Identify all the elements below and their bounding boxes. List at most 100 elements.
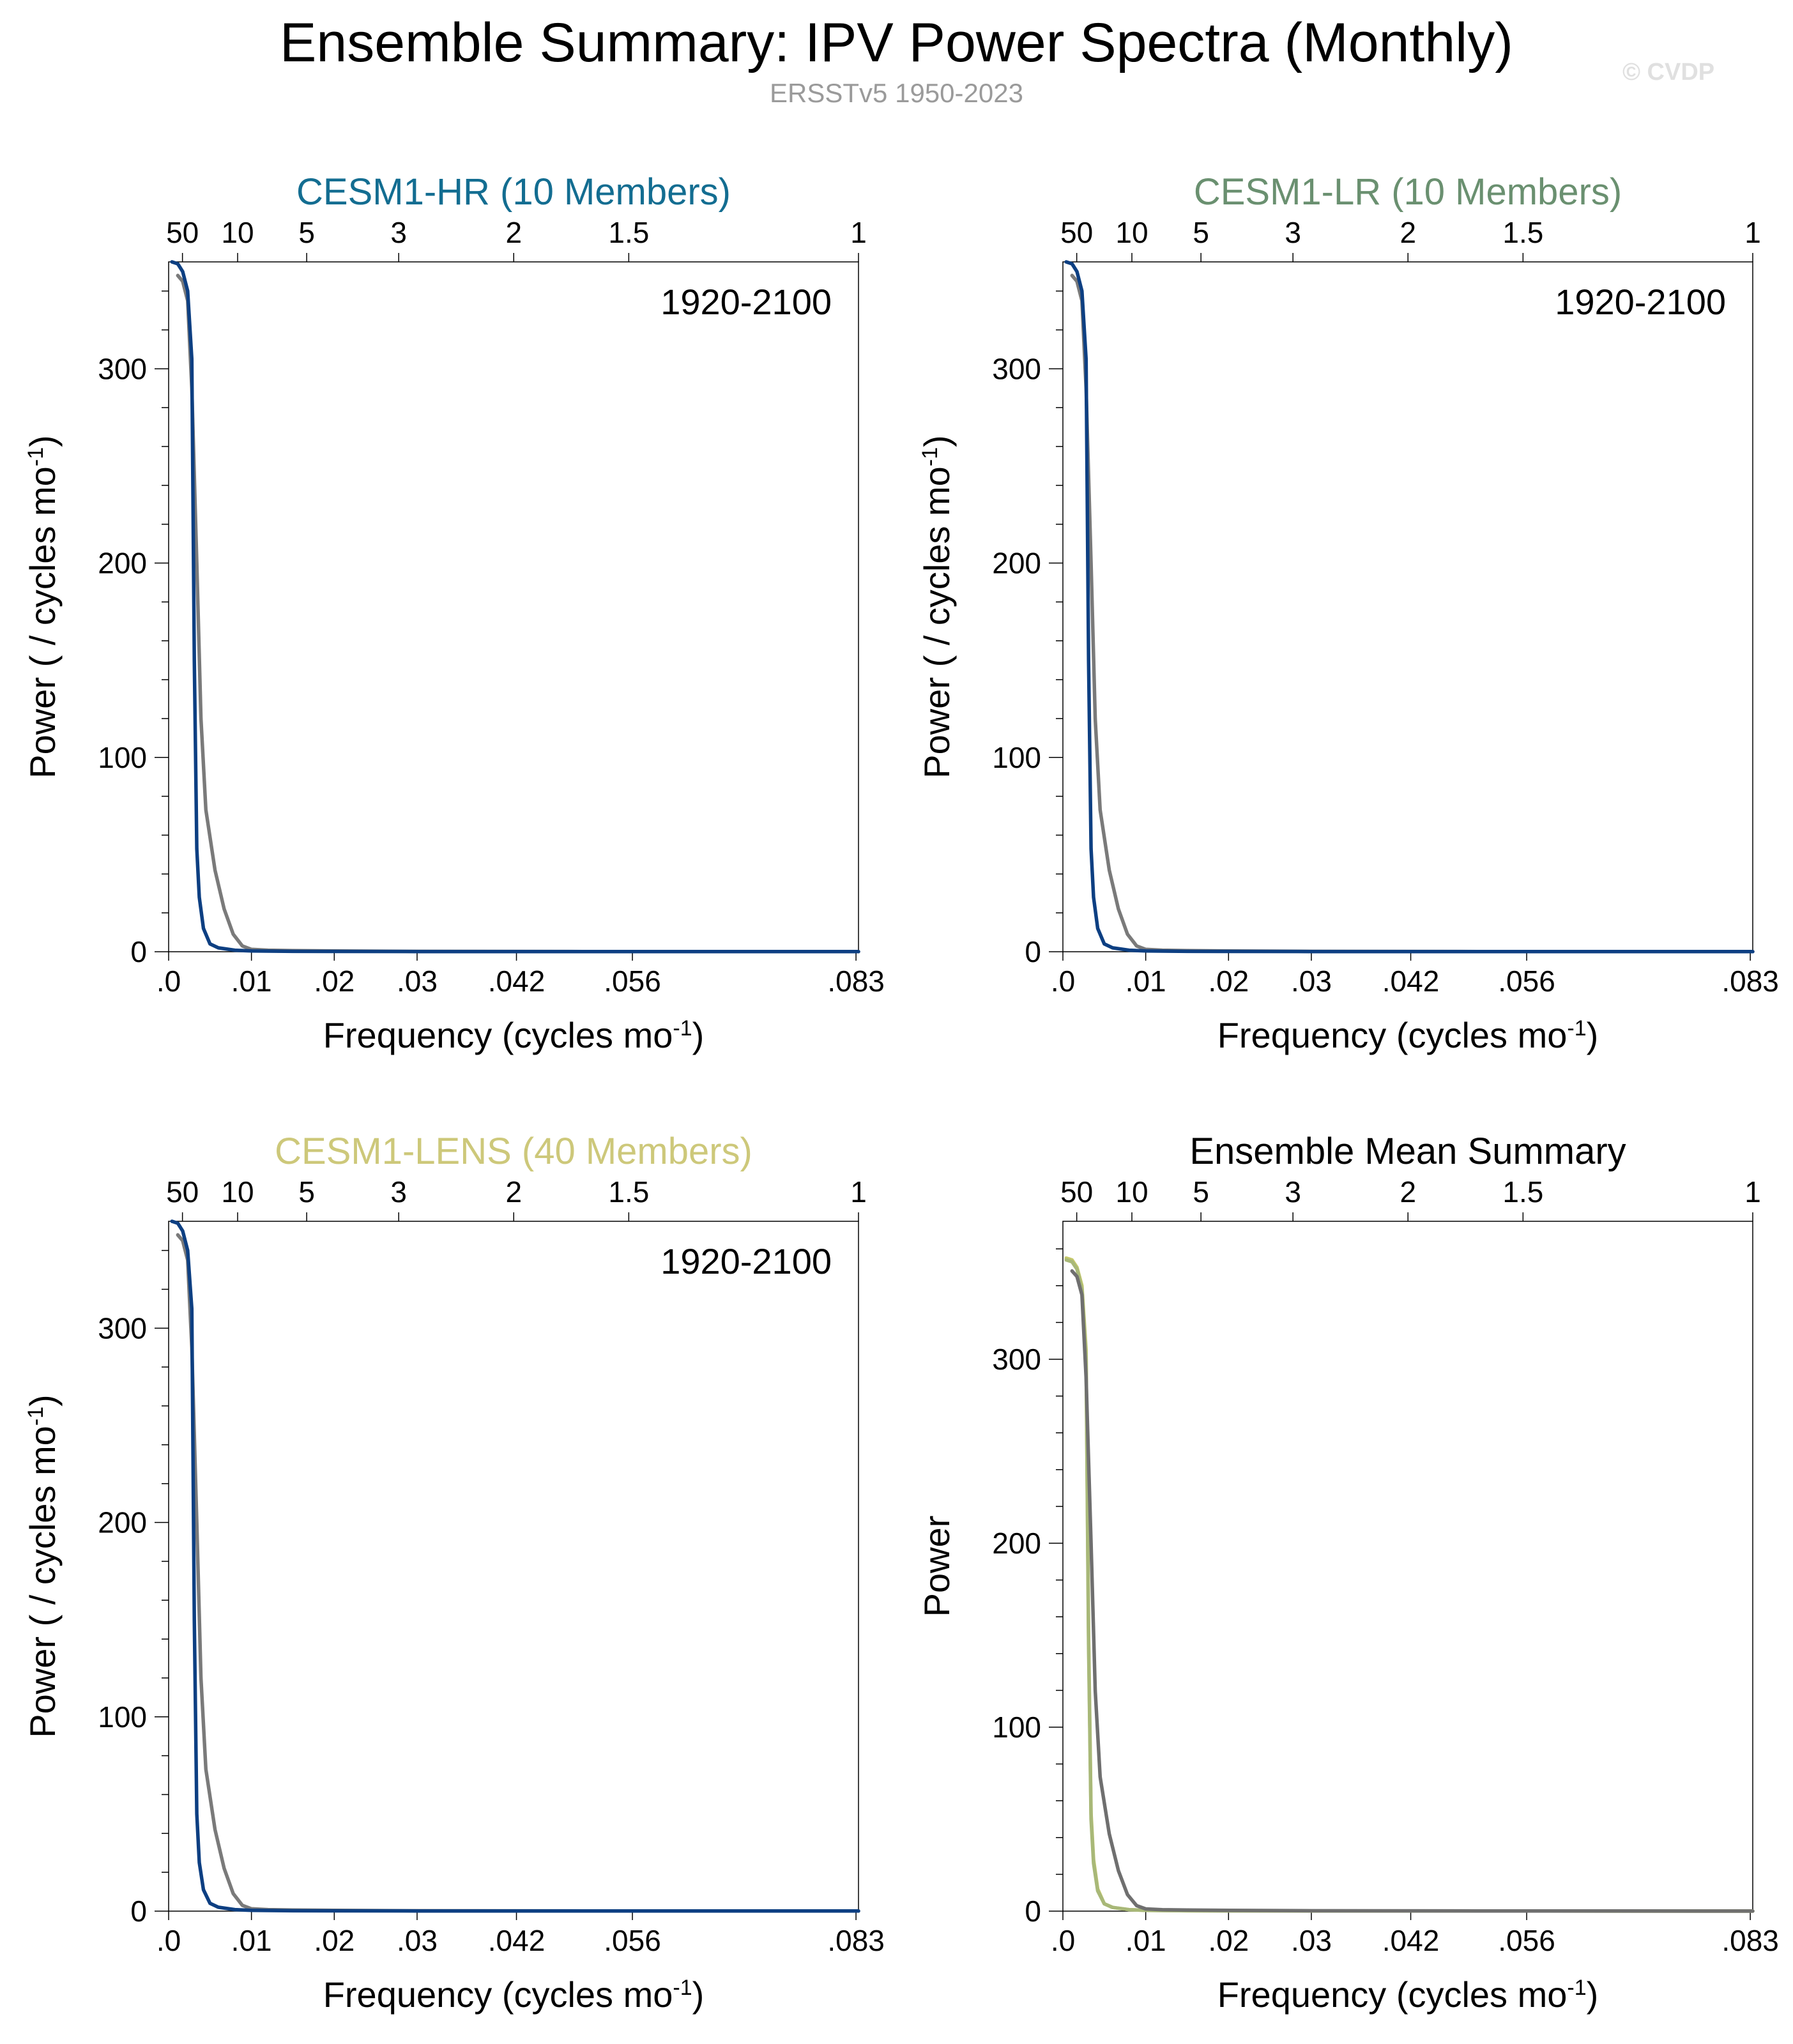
series-line bbox=[176, 1233, 860, 1913]
top-tick-label: 10 bbox=[221, 1175, 254, 1209]
top-tick-label: 50 bbox=[1060, 216, 1093, 249]
page-subtitle: ERSSTv5 1950-2023 bbox=[770, 78, 1023, 108]
copyright-watermark: © CVDP bbox=[1622, 59, 1715, 86]
y-tick-label: 200 bbox=[992, 1527, 1041, 1560]
x-tick-label: .042 bbox=[1382, 965, 1440, 998]
top-tick-label: 2 bbox=[1400, 216, 1416, 249]
y-tick-label: 0 bbox=[1025, 1895, 1041, 1928]
x-tick-label: .083 bbox=[1721, 1924, 1779, 1957]
y-tick-label: 100 bbox=[98, 741, 147, 774]
top-tick-label: 1 bbox=[850, 216, 867, 249]
x-tick-label: .02 bbox=[1208, 965, 1249, 998]
x-tick-label: .01 bbox=[231, 1924, 272, 1957]
y-axis-label: Power ( / cycles mo-1) bbox=[917, 435, 957, 778]
y-axis-label: Power bbox=[917, 1516, 957, 1617]
x-axis-label: Frequency (cycles mo-1) bbox=[1217, 1015, 1599, 1055]
x-tick-label: .03 bbox=[1291, 965, 1332, 998]
series-line bbox=[1064, 1256, 1755, 1913]
plot-frame bbox=[1062, 1221, 1753, 1912]
period-annotation: 1920-2100 bbox=[1555, 282, 1726, 322]
panel-title: CESM1-HR (10 Members) bbox=[296, 171, 731, 213]
top-tick-label: 3 bbox=[1285, 1175, 1301, 1209]
y-tick-label: 0 bbox=[130, 935, 147, 968]
period-annotation: 1920-2100 bbox=[660, 1241, 832, 1281]
top-tick-label: 5 bbox=[1193, 1175, 1209, 1209]
x-tick-label: .02 bbox=[1208, 1924, 1249, 1957]
y-tick-label: 100 bbox=[992, 1711, 1041, 1744]
top-tick-label: 1.5 bbox=[1502, 216, 1543, 249]
top-tick-label: 1.5 bbox=[1502, 1175, 1543, 1209]
x-tick-label: .03 bbox=[397, 1924, 438, 1957]
x-axis-label: Frequency (cycles mo-1) bbox=[323, 1015, 705, 1055]
top-tick-label: 3 bbox=[1285, 216, 1301, 249]
x-tick-label: .0 bbox=[1051, 965, 1075, 998]
x-tick-label: .03 bbox=[1291, 1924, 1332, 1957]
plot-frame bbox=[168, 261, 859, 952]
y-tick-label: 100 bbox=[98, 1700, 147, 1734]
x-tick-label: .042 bbox=[488, 965, 546, 998]
top-tick-label: 50 bbox=[166, 216, 199, 249]
x-axis-label: Frequency (cycles mo-1) bbox=[323, 1974, 705, 2015]
top-tick-label: 50 bbox=[1060, 1175, 1093, 1209]
x-tick-label: .02 bbox=[314, 1924, 355, 1957]
top-tick-label: 5 bbox=[298, 216, 315, 249]
top-tick-label: 3 bbox=[390, 216, 407, 249]
top-tick-label: 1 bbox=[1744, 1175, 1761, 1209]
x-tick-label: .01 bbox=[231, 965, 272, 998]
x-tick-label: .056 bbox=[1498, 1924, 1555, 1957]
top-tick-label: 1 bbox=[1744, 216, 1761, 249]
x-tick-label: .056 bbox=[604, 1924, 661, 1957]
y-tick-label: 300 bbox=[992, 1343, 1041, 1376]
series-line bbox=[1070, 1269, 1755, 1913]
x-tick-label: .056 bbox=[1498, 965, 1555, 998]
top-tick-label: 3 bbox=[390, 1175, 407, 1209]
top-tick-label: 2 bbox=[505, 1175, 522, 1209]
panel-title: CESM1-LENS (40 Members) bbox=[275, 1131, 752, 1172]
top-tick-label: 1.5 bbox=[608, 1175, 649, 1209]
x-tick-label: .0 bbox=[1051, 1924, 1075, 1957]
period-annotation: 1920-2100 bbox=[660, 282, 832, 322]
x-tick-label: .083 bbox=[827, 1924, 885, 1957]
series-line bbox=[170, 1219, 860, 1913]
y-tick-label: 300 bbox=[98, 1311, 147, 1345]
series-line bbox=[1064, 260, 1755, 954]
x-tick-label: .083 bbox=[1721, 965, 1779, 998]
y-tick-label: 0 bbox=[130, 1895, 147, 1928]
plot-frame bbox=[1062, 261, 1753, 952]
x-tick-label: .056 bbox=[604, 965, 661, 998]
series-line bbox=[1070, 273, 1755, 954]
y-axis-label: Power ( / cycles mo-1) bbox=[22, 435, 63, 778]
page-title: Ensemble Summary: IPV Power Spectra (Mon… bbox=[280, 12, 1513, 73]
x-tick-label: .0 bbox=[156, 1924, 181, 1957]
y-tick-label: 100 bbox=[992, 741, 1041, 774]
y-tick-label: 0 bbox=[1025, 935, 1041, 968]
top-tick-label: 2 bbox=[505, 216, 522, 249]
top-tick-label: 1.5 bbox=[608, 216, 649, 249]
x-tick-label: .01 bbox=[1125, 965, 1166, 998]
series-line bbox=[1064, 1258, 1755, 1913]
y-axis-label: Power ( / cycles mo-1) bbox=[22, 1394, 63, 1737]
x-tick-label: .02 bbox=[314, 965, 355, 998]
y-tick-label: 300 bbox=[98, 352, 147, 385]
top-tick-label: 2 bbox=[1400, 1175, 1416, 1209]
x-tick-label: .01 bbox=[1125, 1924, 1166, 1957]
x-tick-label: .03 bbox=[397, 965, 438, 998]
y-tick-label: 200 bbox=[992, 547, 1041, 580]
top-tick-label: 10 bbox=[1115, 1175, 1148, 1209]
plot-frame bbox=[168, 1221, 859, 1912]
y-tick-label: 300 bbox=[992, 352, 1041, 385]
x-tick-label: .0 bbox=[156, 965, 181, 998]
x-tick-label: .083 bbox=[827, 965, 885, 998]
top-tick-label: 1 bbox=[850, 1175, 867, 1209]
x-tick-label: .042 bbox=[1382, 1924, 1440, 1957]
top-tick-label: 50 bbox=[166, 1175, 199, 1209]
top-tick-label: 5 bbox=[298, 1175, 315, 1209]
panel-title: CESM1-LR (10 Members) bbox=[1194, 171, 1622, 213]
y-tick-label: 200 bbox=[98, 547, 147, 580]
top-tick-label: 10 bbox=[1115, 216, 1148, 249]
x-axis-label: Frequency (cycles mo-1) bbox=[1217, 1974, 1599, 2015]
series-line bbox=[170, 260, 860, 954]
panel-title: Ensemble Mean Summary bbox=[1189, 1131, 1626, 1172]
series-line bbox=[176, 273, 860, 954]
